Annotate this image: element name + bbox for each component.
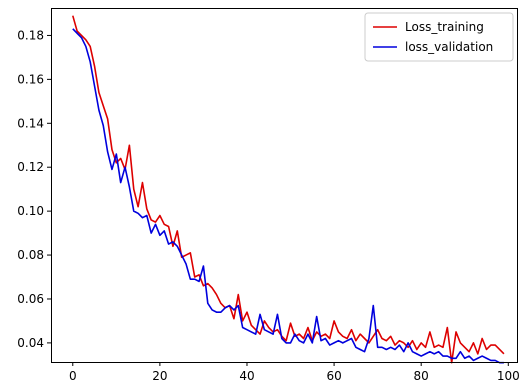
y-tick-label: 0.16 [17,72,44,86]
y-tick-label: 0.06 [17,292,44,306]
x-tick-label: 80 [414,369,429,383]
legend-box [364,12,514,62]
series-layer [72,15,505,364]
x-tick-label: 40 [239,369,254,383]
y-tick-label: 0.04 [17,336,44,350]
series-line-loss-validation [72,28,504,364]
series-line-loss-training [72,15,505,364]
legend-label: loss_validation [405,40,493,54]
y-tick-label: 0.18 [17,28,44,42]
y-tick-label: 0.14 [17,116,44,130]
x-tick-label: 100 [497,369,520,383]
plot-frame [51,8,518,363]
legend-label: Loss_training [405,20,484,34]
x-axis: 0 20 40 60 80 100 [69,362,520,383]
x-tick-label: 0 [69,369,77,383]
x-tick-label: 60 [326,369,341,383]
y-tick-label: 0.12 [17,160,44,174]
y-tick-label: 0.08 [17,248,44,262]
x-tick-label: 20 [152,369,167,383]
legend: Loss_training loss_validation [364,12,514,62]
y-tick-label: 0.10 [17,204,44,218]
y-axis: 0.04 0.06 0.08 0.10 0.12 0.14 0.16 0.18 [17,28,51,350]
